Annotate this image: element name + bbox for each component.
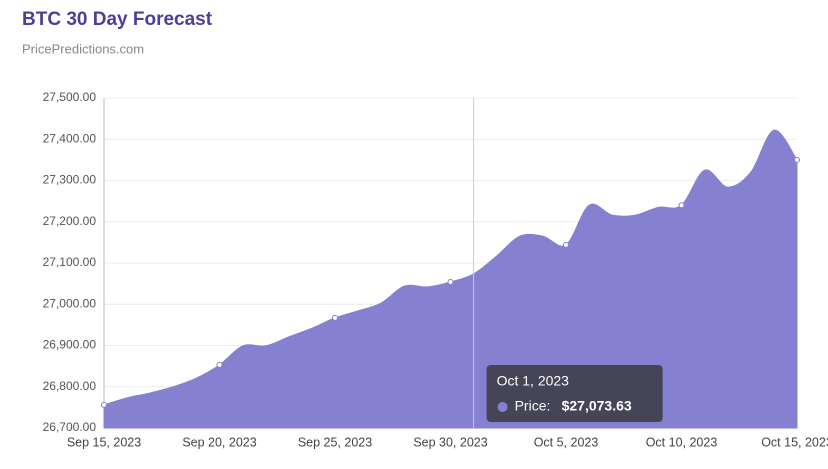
y-tick-label: 27,100.00 xyxy=(43,255,97,269)
tooltip-swatch xyxy=(497,402,508,412)
x-tick-label: Sep 15, 2023 xyxy=(67,435,141,449)
tooltip: Oct 1, 2023 Price: $27,073.63 xyxy=(486,365,663,422)
point xyxy=(332,314,338,321)
y-tick-label: 26,800.00 xyxy=(43,379,97,393)
point xyxy=(678,202,685,209)
x-tick-label: Oct 5, 2023 xyxy=(534,435,599,449)
y-tick-label: 27,300.00 xyxy=(43,173,97,187)
y-tick-label: 27,500.00 xyxy=(43,90,97,104)
point xyxy=(563,241,569,248)
x-tick-label: Oct 15, 2023 xyxy=(761,435,828,449)
point xyxy=(216,361,223,368)
chart-title: BTC 30 Day Forecast xyxy=(22,9,213,30)
y-tick-label: 27,000.00 xyxy=(43,296,97,310)
point xyxy=(794,156,800,163)
x-tick-label: Sep 30, 2023 xyxy=(413,435,487,449)
tooltip-label: Price: xyxy=(515,398,551,414)
tooltip-title: Oct 1, 2023 xyxy=(497,373,570,389)
y-tick-label: 26,700.00 xyxy=(43,420,97,434)
x-tick-label: Sep 25, 2023 xyxy=(298,435,372,449)
x-tick-label: Sep 20, 2023 xyxy=(182,435,256,449)
chart-subtitle: PricePredictions.com xyxy=(22,41,144,56)
y-tick-label: 27,200.00 xyxy=(43,214,97,228)
x-tick-label: Oct 10, 2023 xyxy=(646,435,718,449)
point xyxy=(101,401,107,408)
y-tick-label: 26,900.00 xyxy=(43,338,97,352)
point xyxy=(447,278,454,285)
tooltip-value: $27,073.63 xyxy=(562,398,632,414)
tooltip-box xyxy=(486,365,663,422)
y-tick-label: 27,400.00 xyxy=(43,131,97,145)
